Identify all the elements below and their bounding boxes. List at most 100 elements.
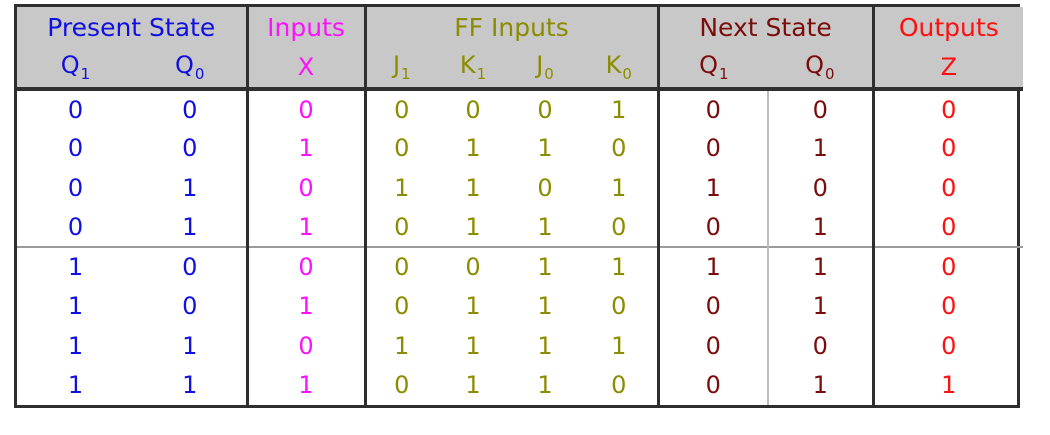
table-cell: 1: [245, 128, 366, 168]
col-header-q0-present: Q0: [134, 47, 248, 91]
table-cell: 0: [871, 89, 1024, 129]
table-cell: 0: [656, 365, 769, 405]
table-cell: 1: [17, 245, 134, 287]
table-cell: 0: [871, 207, 1024, 247]
col-header-k0: K0: [581, 47, 659, 91]
table-cell: 0: [134, 245, 248, 287]
table-cell: 1: [465, 212, 481, 241]
table-cell: 0: [245, 245, 366, 287]
group-ff-inputs: FF Inputs: [363, 7, 659, 48]
group-outputs: Outputs: [871, 7, 1024, 48]
table-cell: 0: [245, 167, 366, 208]
table-cell: 0: [245, 89, 366, 129]
table-cell: 0: [611, 212, 627, 241]
table-cell: 1: [182, 371, 198, 400]
table-cell: 0: [871, 325, 1024, 366]
table-cell: 0: [767, 89, 874, 129]
table-cell: 0: [465, 95, 481, 124]
table-cell: 1: [182, 212, 198, 241]
table-cell: 0: [363, 245, 438, 287]
table-cell: 0: [611, 134, 627, 163]
table-cell: 1: [363, 325, 438, 366]
table-cell: 0: [182, 95, 198, 124]
table-cell: 0: [363, 365, 438, 405]
table-row: 1 1 0 1 1 1 1 0 0 0: [17, 325, 1024, 366]
column-header-row: Q1 Q0 X J1 K1 J0 K0 Q1 Q0 Z: [17, 47, 1024, 91]
table-cell: 0: [67, 173, 84, 202]
table-cell: 1: [245, 207, 366, 247]
table-cell: 0: [182, 134, 198, 163]
table-cell: 1: [509, 245, 582, 287]
table-cell: 1: [611, 331, 627, 360]
table-cell: 1: [245, 365, 366, 405]
table-cell: 0: [611, 371, 627, 400]
table-cell: 1: [767, 365, 874, 405]
table-cell: 0: [363, 128, 438, 168]
group-next-state: Next State: [656, 7, 874, 48]
table-cell: 1: [537, 331, 553, 360]
table-row: 0 0 0 0 0 0 1 0 0 0: [17, 89, 1024, 129]
table-cell: 0: [363, 286, 438, 326]
table-cell: 0: [363, 89, 438, 129]
table-cell: 1: [465, 371, 481, 400]
table-cell: 1: [363, 167, 438, 208]
table-cell: 0: [656, 207, 769, 247]
table-cell: 1: [537, 134, 553, 163]
state-table: Present State Inputs FF Inputs Next Stat…: [17, 7, 1024, 405]
table-cell: 1: [611, 173, 627, 202]
col-header-j0: J0: [509, 47, 582, 91]
table-cell: 1: [67, 292, 84, 321]
table-cell: 1: [465, 331, 481, 360]
table-cell: 1: [465, 292, 481, 321]
col-header-q1-next: Q1: [656, 47, 769, 91]
group-header-row: Present State Inputs FF Inputs Next Stat…: [17, 7, 1024, 48]
table-cell: 1: [537, 292, 553, 321]
table-cell: 1: [67, 371, 84, 400]
table-row: 0 0 1 0 1 1 0 0 1 0: [17, 128, 1024, 168]
group-inputs: Inputs: [245, 7, 366, 48]
table-cell: 0: [182, 292, 198, 321]
col-header-z: Z: [871, 47, 1024, 91]
table-cell: 0: [767, 167, 874, 208]
table-cell: 0: [871, 167, 1024, 208]
table-cell: 1: [465, 173, 481, 202]
table-cell: 1: [656, 245, 769, 287]
table-cell: 0: [245, 325, 366, 366]
table-cell: 1: [611, 95, 627, 124]
table-cell: 0: [871, 286, 1024, 326]
table-cell: 1: [767, 128, 874, 168]
table-row: 1 0 0 0 0 1 1 1 1 0: [17, 245, 1024, 287]
table-cell: 0: [871, 128, 1024, 168]
group-present-state: Present State: [17, 7, 248, 48]
table-cell: 1: [537, 212, 553, 241]
col-header-q1-present: Q1: [17, 47, 134, 91]
table-cell: 1: [767, 207, 874, 247]
table-cell: 0: [363, 207, 438, 247]
table-cell: 1: [67, 331, 84, 360]
table-row: 0 1 1 0 1 1 0 0 1 0: [17, 207, 1024, 247]
table-cell: 1: [182, 173, 198, 202]
table-row: 1 0 1 0 1 1 0 0 1 0: [17, 286, 1024, 326]
table-cell: 0: [537, 173, 553, 202]
table-cell: 0: [656, 89, 769, 129]
table-cell: 1: [581, 245, 659, 287]
table-cell: 0: [656, 325, 769, 366]
table-row: 1 1 1 0 1 1 0 0 1 1: [17, 365, 1024, 405]
table-cell: 0: [437, 245, 510, 287]
table-cell: 0: [537, 95, 553, 124]
table-cell: 0: [656, 286, 769, 326]
table-cell: 1: [767, 245, 874, 287]
table-cell: 0: [871, 245, 1024, 287]
table-cell: 0: [67, 212, 84, 241]
table-cell: 0: [67, 95, 84, 124]
table-cell: 0: [656, 128, 769, 168]
col-header-q0-next: Q0: [768, 47, 874, 91]
table-cell: 1: [656, 167, 769, 208]
state-table-container: Present State Inputs FF Inputs Next Stat…: [14, 4, 1024, 408]
col-header-k1: K1: [437, 47, 510, 91]
table-cell: 1: [871, 365, 1024, 405]
table-cell: 0: [67, 134, 84, 163]
table-cell: 1: [767, 286, 874, 326]
table-cell: 1: [537, 371, 553, 400]
table-cell: 0: [767, 325, 874, 366]
